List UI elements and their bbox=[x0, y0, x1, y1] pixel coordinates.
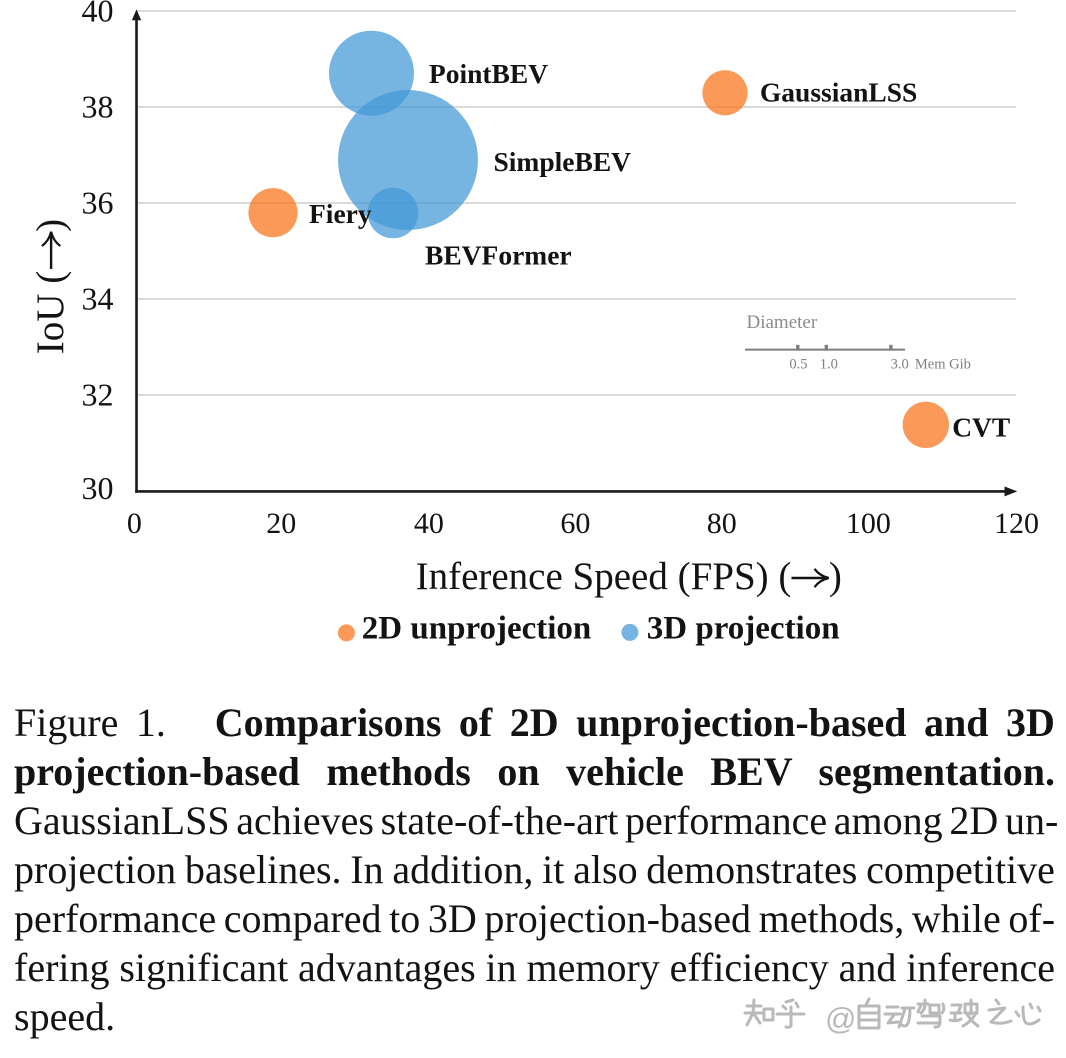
svg-text:40: 40 bbox=[82, 0, 114, 29]
svg-text:BEVFormer: BEVFormer bbox=[425, 240, 572, 271]
svg-text:40: 40 bbox=[414, 507, 444, 540]
svg-text:PointBEV: PointBEV bbox=[429, 58, 548, 89]
svg-text:Mem Gib: Mem Gib bbox=[915, 357, 971, 373]
svg-text:IoU (: IoU ( bbox=[29, 271, 72, 354]
svg-text:3D projection: 3D projection bbox=[647, 611, 840, 647]
svg-text:3.0: 3.0 bbox=[891, 357, 909, 373]
svg-text:0.5: 0.5 bbox=[789, 357, 807, 373]
svg-text:): ) bbox=[829, 555, 842, 598]
svg-text:): ) bbox=[29, 219, 72, 232]
svg-text:38: 38 bbox=[82, 89, 114, 125]
svg-text:Diameter: Diameter bbox=[747, 312, 818, 333]
svg-text:@: @ bbox=[823, 999, 854, 1034]
svg-text:GaussianLSS: GaussianLSS bbox=[760, 76, 917, 107]
svg-text:CVT: CVT bbox=[952, 412, 1010, 443]
svg-text:80: 80 bbox=[707, 507, 737, 540]
svg-text:Inference Speed (FPS) (: Inference Speed (FPS) ( bbox=[416, 555, 792, 598]
svg-text:20: 20 bbox=[266, 507, 296, 540]
svg-text:32: 32 bbox=[82, 377, 114, 413]
svg-text:100: 100 bbox=[846, 507, 891, 540]
svg-text:120: 120 bbox=[994, 507, 1039, 540]
svg-text:1.0: 1.0 bbox=[820, 357, 838, 373]
svg-text:34: 34 bbox=[82, 281, 114, 317]
svg-text:60: 60 bbox=[560, 507, 590, 540]
svg-text:Fiery: Fiery bbox=[309, 198, 372, 229]
svg-text:36: 36 bbox=[82, 185, 114, 221]
svg-text:0: 0 bbox=[127, 507, 142, 540]
svg-text:SimpleBEV: SimpleBEV bbox=[494, 146, 632, 177]
svg-text:@: @ bbox=[825, 1001, 856, 1036]
svg-text:2D unprojection: 2D unprojection bbox=[362, 611, 592, 647]
svg-text:30: 30 bbox=[82, 470, 114, 506]
